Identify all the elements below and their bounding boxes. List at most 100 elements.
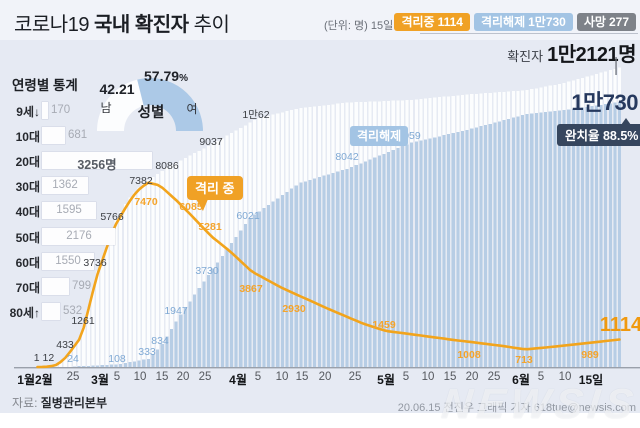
source-name: 질병관리본부 <box>40 396 108 410</box>
badge-label: 사망 <box>583 15 606 29</box>
confirmed-value-label: 9037 <box>199 136 223 148</box>
confirmed-value-label: 3736 <box>83 257 107 269</box>
title-bold: 국내 확진자 <box>94 14 189 36</box>
age-row-bar <box>42 252 94 270</box>
cure-badge-pointer <box>621 118 632 125</box>
total-value: 1만2121명 <box>547 44 636 66</box>
x-axis-tick: 20 <box>176 371 190 383</box>
status-badge-active: 격리중 1114 <box>394 13 470 31</box>
x-axis-tick: 15 <box>155 371 169 383</box>
age-row-bar <box>42 177 88 195</box>
x-axis-tick: 1월2월 <box>17 373 53 387</box>
age-row-label: 70대 <box>15 280 40 295</box>
released-value-label: 834 <box>151 335 169 347</box>
status-badge-dead: 사망 277 <box>576 13 636 31</box>
age-row-bar <box>42 227 115 245</box>
age-row-label: 9세↓ <box>16 105 40 119</box>
x-axis-tick: 25 <box>198 371 212 383</box>
x-axis-tick: 25 <box>66 371 80 383</box>
age-row-label: 60대 <box>15 255 40 270</box>
confirmed-value-label: 1만62 <box>242 109 270 121</box>
active-value-label: 713 <box>515 354 533 366</box>
badge-label: 격리해제 <box>480 15 526 29</box>
age-row-bar <box>42 202 96 220</box>
gender-title: 성별 <box>137 105 165 121</box>
released-value-label: 1947 <box>164 305 188 317</box>
active-badge-label: 격리 중 <box>195 181 235 196</box>
x-axis-tick: 10 <box>421 371 435 383</box>
x-axis-tick: 5 <box>113 371 121 383</box>
active-value-label: 2930 <box>282 303 306 315</box>
x-axis-tick: 15 <box>443 371 457 383</box>
title-prefix: 코로나19 <box>14 14 95 36</box>
confirmed-value-label: 433 <box>56 339 74 351</box>
x-axis-tick: 3월 <box>91 373 109 387</box>
source-label: 자료: <box>12 396 38 410</box>
active-value-label: 6085 <box>179 201 203 213</box>
badge-value: 1만730 <box>528 15 566 29</box>
age-row-label: 80세↑ <box>9 305 40 320</box>
age-row-bar <box>42 302 60 320</box>
x-axis-tick: 20 <box>318 371 332 383</box>
x-axis-tick: 10 <box>275 371 289 383</box>
male-label: 남 <box>100 101 112 115</box>
age-row-value: 3256명 <box>77 158 117 173</box>
active-value-label: 7470 <box>134 196 158 208</box>
x-axis-tick: 20 <box>465 371 479 383</box>
confirmed-value-label: 5766 <box>100 211 124 223</box>
released-value-label: 333 <box>138 346 156 358</box>
age-row-value: 1362 <box>52 179 78 192</box>
status-badge-released: 격리해제 1만730 <box>473 13 573 31</box>
cure-rate-badge: 완치율 88.5% <box>557 118 640 146</box>
age-row-bar <box>42 127 65 145</box>
female-pct-number: 57.79 <box>144 68 180 84</box>
total-confirmed: 확진자 1만2121명 <box>507 38 636 67</box>
status-badges: 격리중 1114 격리해제 1만730 사망 277 <box>394 13 636 31</box>
confirmed-value-label: 8086 <box>155 160 179 172</box>
active-value-label: 1459 <box>372 319 396 331</box>
age-row-value: 2176 <box>66 229 92 242</box>
x-axis-tick: 6월 <box>512 373 530 387</box>
confirmed-value-label: 1 12 <box>33 352 55 364</box>
female-label: 여 <box>186 102 198 116</box>
badge-divider <box>420 33 638 34</box>
age-row-label: 30대 <box>15 180 40 195</box>
confirmed-value-label: 7382 <box>129 175 153 187</box>
active-final-value: 1114 <box>599 314 640 336</box>
x-axis-tick: 15 <box>295 371 309 383</box>
age-row-bar <box>42 102 48 119</box>
active-value-label: 989 <box>581 349 599 361</box>
age-row-value: 1595 <box>56 204 82 217</box>
male-pct-value: 42.21 <box>99 81 135 97</box>
age-row-value: 170 <box>51 104 71 116</box>
x-axis-tick: 4월 <box>229 373 247 387</box>
active-value-label: 3867 <box>239 283 263 295</box>
released-value-label: 24 <box>67 353 79 365</box>
x-axis-tick: 10 <box>133 371 147 383</box>
percent-sign: % <box>179 73 188 84</box>
x-axis-tick: 25 <box>487 371 501 383</box>
age-row-label: 20대 <box>15 155 40 170</box>
total-label: 확진자 <box>507 49 544 64</box>
badge-value: 1114 <box>437 15 463 29</box>
female-pct-value: 57.79% <box>144 68 188 84</box>
x-axis-tick: 5 <box>402 371 410 383</box>
x-axis-tick: 25 <box>348 371 362 383</box>
released-final-value: 1만730 <box>571 90 638 115</box>
age-row-value: 532 <box>63 304 83 317</box>
cure-rate-label: 완치율 88.5% <box>565 129 639 143</box>
released-value-label: 6021 <box>236 210 260 222</box>
age-row-bar <box>42 277 69 295</box>
age-panel-title: 연령별 통계 <box>12 78 78 93</box>
x-axis-tick: 5 <box>254 371 262 383</box>
age-row-bar <box>42 152 152 170</box>
age-row-value: 1550 <box>55 254 81 267</box>
badge-value: 277 <box>608 15 629 29</box>
x-axis-tick: 15일 <box>578 373 604 387</box>
title-suffix: 추이 <box>188 14 230 36</box>
released-value-label: 108 <box>108 353 126 365</box>
x-axis-tick: 10 <box>558 371 572 383</box>
released-value-label: 8042 <box>335 151 359 163</box>
